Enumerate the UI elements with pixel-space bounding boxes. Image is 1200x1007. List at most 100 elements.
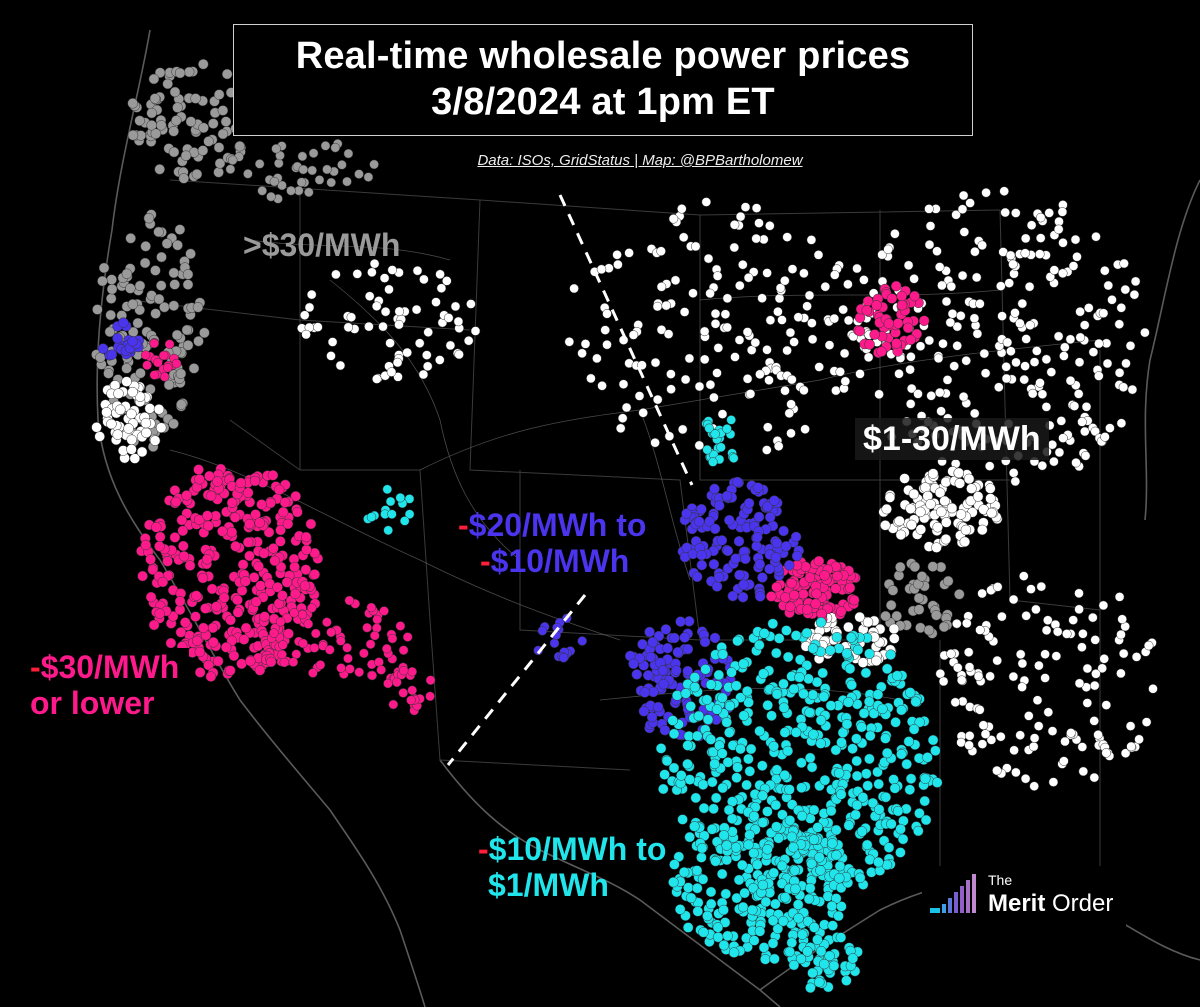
price-node [858,708,870,719]
price-node [652,394,663,405]
price-node [211,601,222,612]
price-node [315,660,326,670]
price-node [786,428,796,439]
price-node [708,559,720,570]
price-node [1008,671,1019,682]
price-node [156,251,167,263]
price-node [685,892,697,904]
price-node [963,647,974,657]
price-node [742,327,753,337]
price-node [689,672,701,683]
data-credit: Data: ISOs, GridStatus | Map: @BPBarthol… [420,148,860,174]
price-node [743,498,755,509]
price-node [418,369,429,380]
price-node [680,374,691,385]
price-node [682,758,693,770]
price-node [151,522,162,533]
price-node [877,703,888,715]
price-node [888,623,900,635]
price-node [889,783,901,794]
price-node [769,953,780,965]
price-node [881,663,893,675]
price-node [217,128,229,140]
price-node [254,159,265,169]
price-node [1011,357,1021,368]
price-node [1134,734,1144,745]
price-node [766,591,777,602]
price-node [754,926,766,937]
price-node [126,408,137,420]
price-node [692,882,703,894]
price-node [704,423,714,434]
price-node [807,334,818,345]
price-node [743,753,754,765]
price-node [843,820,855,831]
price-node [802,301,812,311]
price-node [915,506,926,518]
price-node [939,495,950,507]
price-node [677,424,688,435]
price-node [163,379,175,391]
price-node [757,817,769,828]
price-node [182,279,194,290]
price-node [721,717,732,728]
price-node [1009,745,1019,756]
price-node [806,858,817,870]
price-node [1008,259,1018,270]
price-node [125,283,136,294]
price-node [705,886,717,898]
price-node [710,855,721,867]
price-node [705,898,717,910]
price-node [137,570,148,582]
price-node [777,315,787,325]
price-node [1130,276,1141,287]
price-node [134,280,146,292]
price-node [762,268,772,278]
price-node [977,588,987,599]
price-node [112,429,123,440]
price-node [906,352,916,362]
price-node [577,348,587,359]
price-node [125,233,136,244]
price-node [1071,457,1081,468]
price-node [1058,238,1068,248]
price-node [844,663,856,674]
price-node [442,276,452,286]
label-line: or lower [30,684,155,721]
price-node [342,643,352,653]
price-node [804,882,816,894]
price-node [894,369,904,379]
price-node [1070,234,1081,245]
price-node [791,550,803,562]
price-node [738,658,749,670]
price-node [399,516,410,526]
price-node [906,383,917,394]
price-node [1125,341,1136,351]
price-node [1031,604,1041,615]
price-node [825,700,837,711]
price-node [768,867,779,879]
price-node [1100,265,1110,276]
price-node [1099,654,1109,664]
price-node [738,710,750,721]
price-node [1041,402,1052,412]
price-node [1054,447,1065,458]
price-node [395,492,406,503]
price-node [1078,629,1088,639]
price-node [1052,626,1063,637]
price-node [191,590,202,601]
price-node [698,927,709,938]
price-node [564,337,575,347]
price-node [308,148,319,158]
price-node [1090,426,1100,437]
price-node [713,572,725,583]
price-node [240,622,252,634]
price-node [364,321,374,332]
price-node [1024,281,1035,292]
price-node [208,637,219,648]
price-node [225,665,236,676]
price-node [145,591,157,603]
price-node [354,169,364,179]
price-node [770,799,782,811]
price-node [228,650,240,662]
